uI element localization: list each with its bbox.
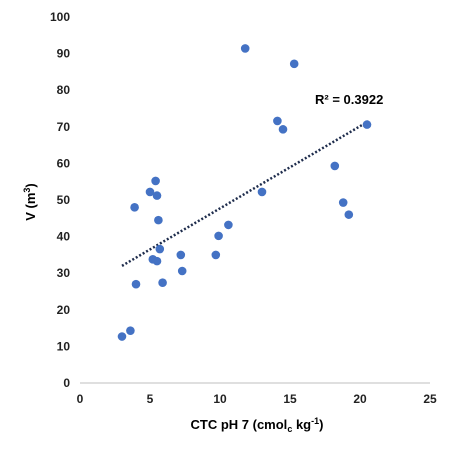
data-point [151,176,160,186]
data-point [154,215,163,225]
y-tick-label: 90 [57,47,71,61]
data-point [224,220,233,230]
y-tick-label: 80 [57,83,71,97]
data-point [257,187,267,197]
data-point [214,231,223,241]
r-squared-annotation: R² = 0.3922 [315,92,383,107]
x-axis-title-end: ) [319,417,323,432]
data-point [177,266,187,276]
x-tick-label: 15 [283,392,297,406]
data-point [152,256,162,266]
y-tick-label: 70 [57,120,71,134]
data-point [211,250,221,260]
data-point [289,59,299,69]
y-axis-ticks: 0 10 20 30 40 50 60 70 80 90 100 [50,10,70,390]
data-points [117,44,372,341]
y-tick-label: 10 [57,339,71,353]
y-tick-label: 20 [57,303,71,317]
x-axis-title-sub: c [287,424,292,434]
x-axis-title-mid: kg [292,417,311,432]
y-tick-label: 40 [57,230,71,244]
data-point [145,187,155,197]
data-point [176,250,186,260]
x-axis-title: CTC pH 7 (cmolc kg-1) [191,416,324,434]
y-tick-label: 50 [57,193,71,207]
data-point [362,120,372,129]
data-point [117,332,127,341]
data-point [155,244,165,254]
x-tick-label: 10 [213,392,227,406]
x-tick-label: 5 [147,392,154,406]
y-tick-label: 0 [63,376,70,390]
data-point [131,279,141,289]
data-point [344,210,354,219]
x-axis-title-base: CTC pH 7 (cmol [191,417,288,432]
y-tick-label: 30 [57,266,71,280]
x-tick-label: 0 [77,392,84,406]
x-axis-title-sup: -1 [311,416,319,426]
data-point [158,278,167,288]
data-point [338,198,348,207]
y-axis-title-end: ) [23,183,38,187]
data-point [152,191,162,200]
y-tick-label: 60 [57,156,71,170]
data-point [273,116,282,126]
x-axis-ticks: 0 5 10 15 20 25 [77,392,437,406]
y-tick-label: 100 [50,10,70,24]
x-tick-label: 25 [423,392,437,406]
data-point [278,125,288,134]
data-point [330,161,340,171]
y-axis-title: V (m3) [22,183,38,221]
data-point [126,326,135,335]
y-axis-title-base: V (m [23,193,38,221]
data-point [130,203,139,212]
y-axis-title-sup: 3 [22,188,32,193]
x-tick-label: 20 [353,392,367,406]
data-point [240,44,250,53]
